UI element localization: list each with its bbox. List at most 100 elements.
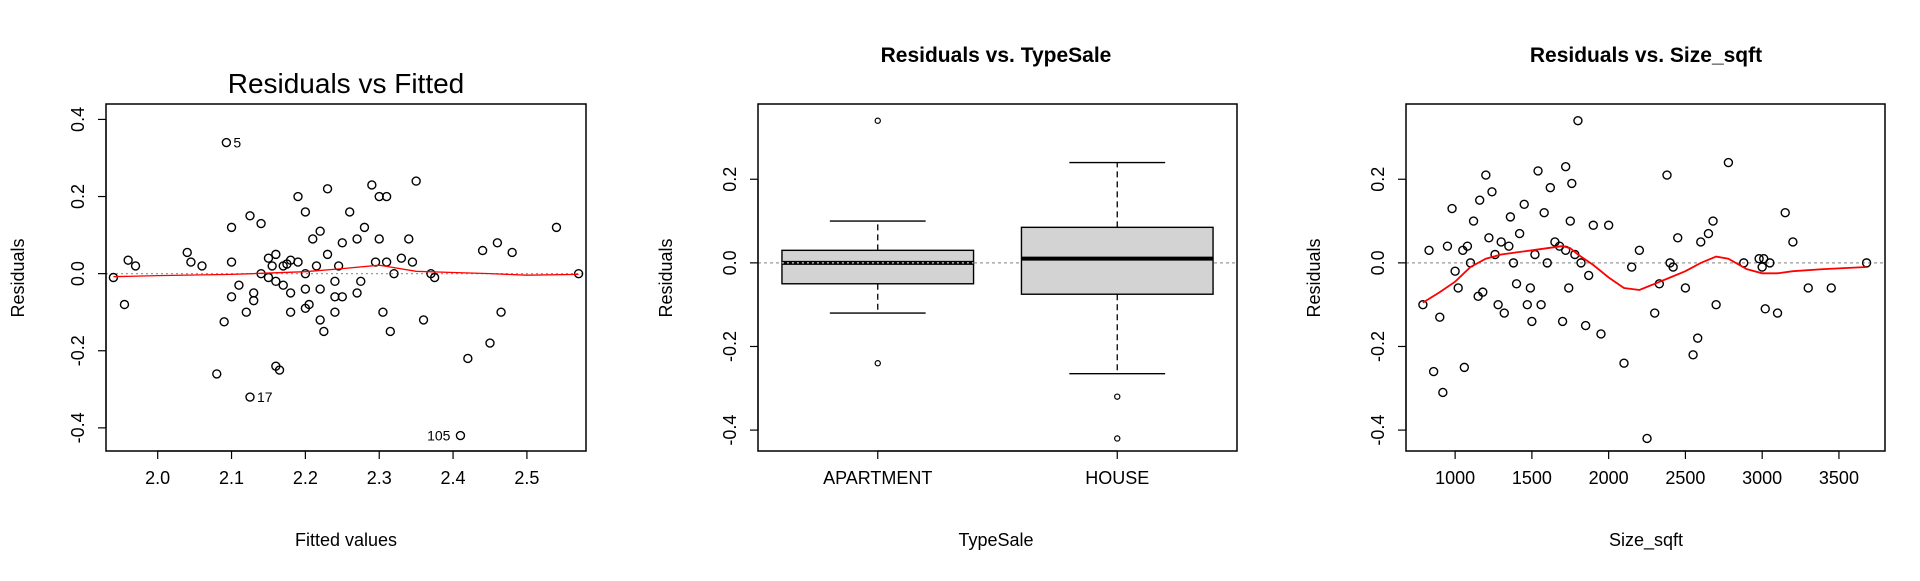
panel-1-point-label: 105 xyxy=(427,428,451,444)
panel-1-data-point xyxy=(455,430,466,441)
panel-3-data-point xyxy=(1484,233,1494,243)
panel-3-y-tick-label: 0.0 xyxy=(1368,250,1388,275)
panel-3-data-point xyxy=(1511,279,1522,289)
panel-3-data-point xyxy=(1650,308,1660,318)
panel-1-data-point xyxy=(293,191,303,202)
panel-3-x-tick-label: 2000 xyxy=(1589,468,1629,488)
panel-3-data-point xyxy=(1450,266,1460,276)
panel-1-data-point xyxy=(333,261,344,271)
panel-1-data-point xyxy=(256,218,266,229)
panel-3-data-point xyxy=(1453,283,1463,293)
panel-1-data-point xyxy=(330,307,340,317)
panel-3-data-point xyxy=(1765,258,1775,268)
panel-2-y-tick-label: 0.0 xyxy=(720,250,740,275)
panel-3-data-point xyxy=(1688,350,1698,360)
panel-1-data-point xyxy=(551,222,562,233)
panel-2-y-tick-label: -0.4 xyxy=(720,415,740,446)
panel-3-x-tick-label: 3500 xyxy=(1819,468,1859,488)
panel-2-box-apartment xyxy=(781,249,975,285)
panel-2-x-tick-label: HOUSE xyxy=(1085,468,1149,488)
panel-3-data-point xyxy=(1438,387,1448,398)
panel-1-x-tick-label: 2.2 xyxy=(293,468,318,488)
panel-1-data-point xyxy=(429,272,440,283)
panel-3-x-tick-label: 3000 xyxy=(1742,468,1782,488)
panel-1-data-point xyxy=(182,247,192,258)
panel-3-data-point xyxy=(1680,283,1691,293)
panel-1-data-point xyxy=(300,268,311,279)
panel-1-data-point xyxy=(337,238,348,248)
panel-3-y-tick-label: -0.2 xyxy=(1368,331,1388,362)
panel-1-data-point xyxy=(315,315,325,325)
panel-1-data-point xyxy=(285,288,296,298)
panel-3-data-point xyxy=(1478,287,1488,297)
panel-3-data-point xyxy=(1588,220,1599,230)
panel-1-data-point xyxy=(308,234,318,244)
panel-1-data-point xyxy=(197,261,207,271)
panel-1-data-point xyxy=(234,280,244,290)
panel-2-box-house xyxy=(1020,226,1214,295)
panel-1-data-point xyxy=(245,211,255,221)
panel-1-data-point xyxy=(123,255,133,265)
panel-1-data-point xyxy=(248,295,259,306)
panel-1-data-point xyxy=(359,222,370,233)
panel-1-x-tick-label: 2.0 xyxy=(145,468,170,488)
panel-1-x-tick-label: 2.4 xyxy=(441,468,466,488)
panel-1-data-point xyxy=(322,249,333,260)
panel-1-data-point xyxy=(507,247,517,258)
panel-3-plot: 1000 1500 2000 2500 3000 3500 -0.4 -0.2 0.0 0.2 xyxy=(1368,103,1886,488)
panel-1-data-point xyxy=(278,280,288,290)
panel-1-data-point xyxy=(385,326,396,337)
panel-1-data-point xyxy=(496,307,506,317)
panel-1-title: Residuals vs Fitted xyxy=(228,68,465,99)
panel-3-data-point xyxy=(1474,195,1485,205)
panel-3-data-point xyxy=(1703,228,1714,239)
panel-1-data-point xyxy=(285,307,296,317)
panel-2-x-tick-label: APARTMENT xyxy=(823,468,932,488)
panel-3-data-point xyxy=(1583,270,1594,281)
panel-3-data-point xyxy=(1542,258,1552,268)
panel-3-data-point xyxy=(1696,237,1706,247)
panel-3-data-point xyxy=(1447,203,1457,214)
panel-1-y-tick-label: -0.2 xyxy=(68,335,88,366)
panel-1-data-point xyxy=(226,222,237,233)
panel-3-x-tick-label: 1000 xyxy=(1435,468,1475,488)
panel-1-data-point xyxy=(356,276,366,287)
panel-1-plot: 5 17 105 2.0 2.1 2.2 2.3 2.4 2.5 -0.4 -0.2 0.0 0.2 0.… xyxy=(68,103,587,488)
panel-2-plot: APARTMENT HOUSE -0.4 -0.2 0.0 0.2 xyxy=(720,103,1238,488)
panel-3-data-point xyxy=(1803,283,1813,293)
panel-3-title: Residuals vs. Size_sqft xyxy=(1530,44,1762,67)
panel-3-data-point xyxy=(1634,245,1645,256)
panel-3-data-point xyxy=(1826,283,1836,293)
panel-1-data-point xyxy=(300,207,311,217)
panel-1-data-point xyxy=(304,299,314,310)
panel-2-y-tick-label: -0.2 xyxy=(720,331,740,362)
panel-2-y-tick-label: 0.2 xyxy=(720,167,740,192)
panel-3-data-point xyxy=(1545,182,1556,193)
panel-1-data-point xyxy=(315,284,325,294)
panel-3-data-point xyxy=(1723,157,1734,168)
panel-1-y-tick-label: 0.0 xyxy=(68,261,88,286)
panel-1-data-point xyxy=(381,191,392,202)
panel-3-data-point xyxy=(1788,237,1798,247)
panel-1-data-point xyxy=(245,392,255,402)
panel-3-data-point xyxy=(1711,299,1721,310)
panel-3-y-tick-label: 0.2 xyxy=(1368,167,1388,192)
panel-3-data-point xyxy=(1626,262,1637,272)
panel-1-x-axis-label: Fitted values xyxy=(295,530,397,550)
panel-1-x-tick-label: 2.5 xyxy=(514,468,539,488)
panel-3-data-point xyxy=(1424,245,1434,256)
panel-1-data-point xyxy=(463,353,473,364)
panel-3-data-point xyxy=(1760,304,1770,314)
panel-3-data-point xyxy=(1780,207,1790,218)
panel-1-data-point xyxy=(263,253,274,263)
panel-3-data-point xyxy=(1428,366,1439,377)
panel-1-data-point xyxy=(119,299,130,310)
panel-3-data-point xyxy=(1692,333,1703,343)
panel-3-data-point xyxy=(1560,162,1571,172)
panel-1-data-point xyxy=(389,268,399,279)
panel-3-data-point xyxy=(1493,299,1503,310)
panel-1-data-point xyxy=(418,315,429,325)
panel-3-data-point xyxy=(1564,283,1574,293)
panel-1-data-point xyxy=(374,234,384,244)
panel-1-x-tick-label: 2.3 xyxy=(367,468,392,488)
